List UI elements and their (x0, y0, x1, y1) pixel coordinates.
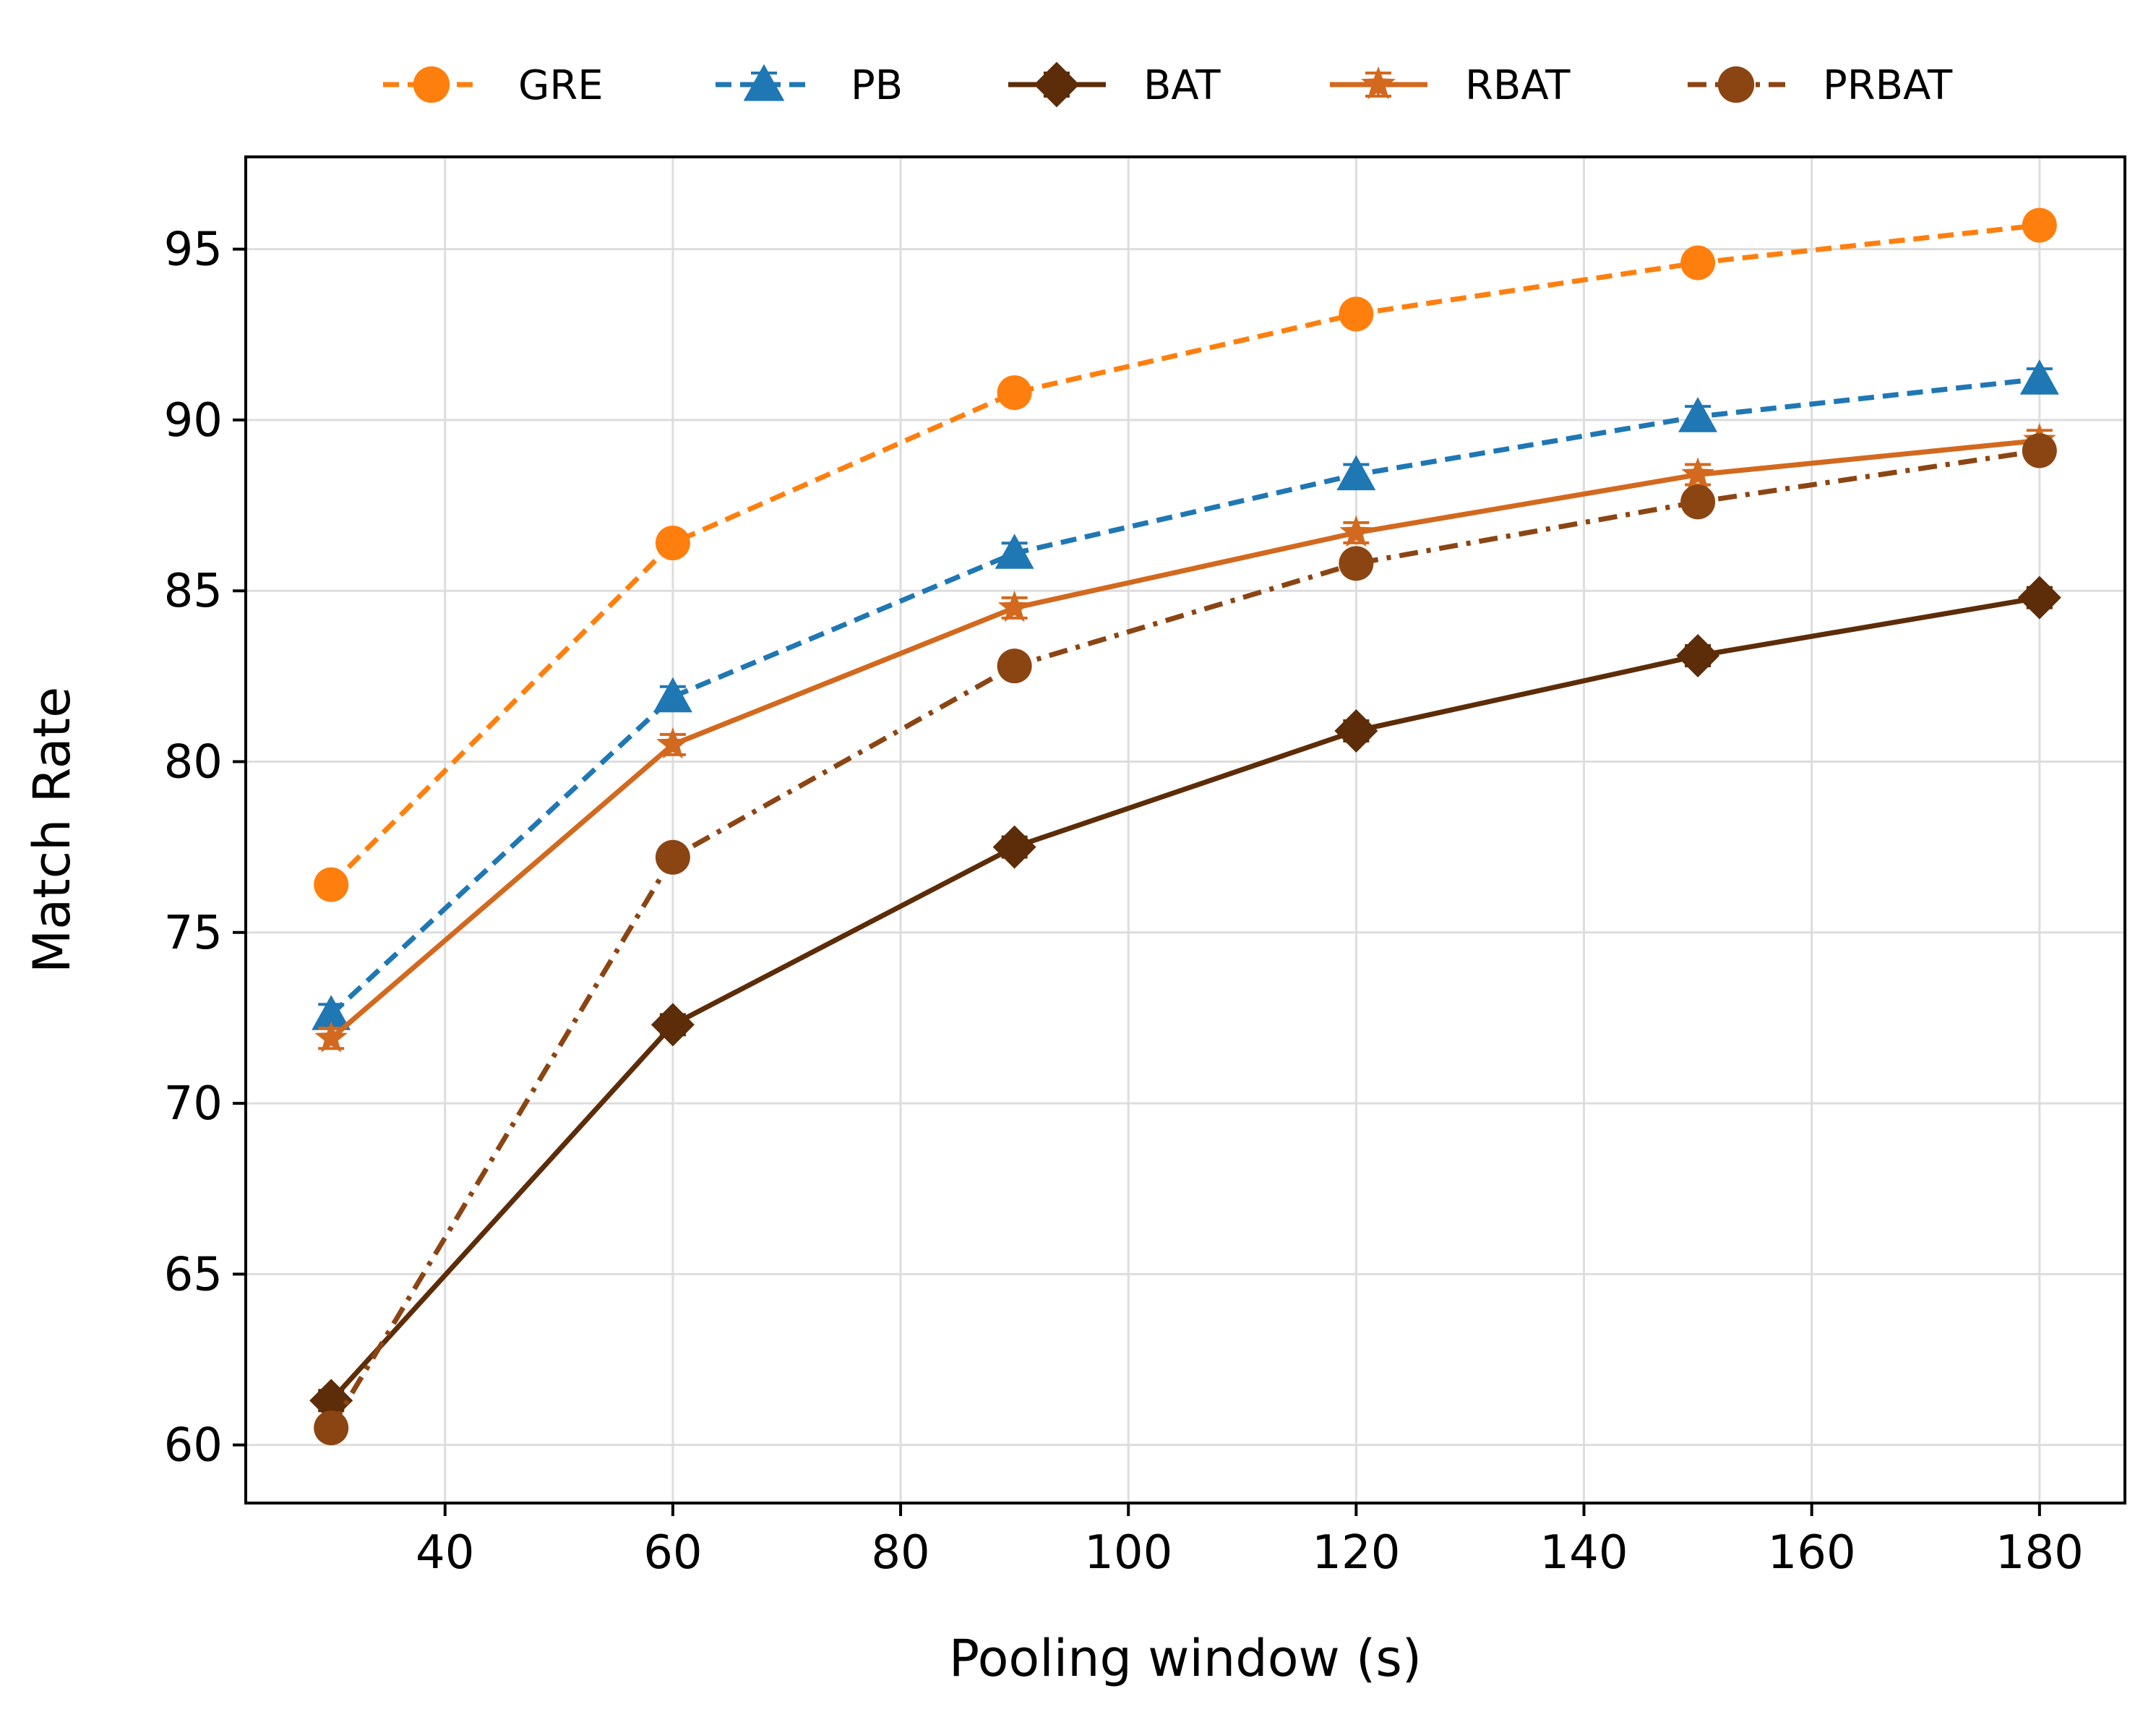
data-point-bat (650, 1003, 695, 1047)
legend-marker-rbat (1361, 66, 1396, 100)
data-point-prbat (1339, 546, 1374, 581)
x-axis-label: Pooling window (s) (949, 1629, 1422, 1688)
y-tick-label: 80 (164, 735, 223, 789)
data-point-pb (2019, 359, 2059, 395)
data-point-rbat (997, 590, 1031, 622)
data-point-gre (314, 867, 349, 902)
legend-label-pb: PB (851, 62, 903, 109)
axis-ticks: 40 60 80 100 120 140 160 180 60 65 70 75 80 85 90 95 (164, 223, 2084, 1580)
x-tick-label: 120 (1312, 1526, 1400, 1580)
data-point-prbat (997, 649, 1032, 684)
series-line-bat (329, 595, 2040, 1403)
data-point-gre (655, 526, 690, 561)
legend-marker-prbat (1717, 66, 1755, 103)
data-point-pb (1678, 397, 1718, 432)
x-tick-label: 180 (1996, 1526, 2084, 1580)
data-point-pb (653, 677, 692, 713)
legend-label-gre: GRE (518, 62, 604, 109)
legend-item-pb: PB (716, 62, 903, 109)
legend-item-prbat: PRBAT (1688, 62, 1953, 109)
series-gre (314, 207, 2057, 902)
x-tick-label: 160 (1768, 1526, 1856, 1580)
x-tick-label: 60 (643, 1526, 702, 1580)
y-axis-label: Match Rate (22, 687, 82, 973)
legend-marker-bat (1034, 61, 1080, 108)
data-point-bat (1334, 709, 1378, 753)
legend-item-rbat: RBAT (1330, 62, 1571, 109)
data-point-bat (309, 1379, 353, 1423)
legend-marker-gre (413, 66, 450, 103)
x-tick-label: 40 (416, 1526, 474, 1580)
series-pb (312, 359, 2059, 1030)
y-tick-label: 65 (164, 1248, 223, 1301)
y-tick-label: 70 (164, 1077, 223, 1131)
x-tick-label: 140 (1539, 1526, 1628, 1580)
legend-label-prbat: PRBAT (1823, 62, 1953, 109)
y-tick-label: 85 (164, 565, 223, 618)
legend-label-rbat: RBAT (1465, 62, 1571, 109)
series-layer (309, 207, 2061, 1446)
series-line-prbat (329, 448, 2040, 1429)
y-tick-label: 60 (164, 1419, 223, 1473)
data-point-prbat (655, 839, 690, 875)
data-point-gre (1680, 245, 1716, 281)
data-point-gre (2022, 207, 2057, 243)
data-point-rbat (656, 727, 690, 759)
data-point-gre (997, 375, 1032, 411)
legend-marker-pb (743, 64, 785, 101)
y-tick-label: 90 (164, 394, 223, 448)
data-point-rbat (314, 1021, 348, 1053)
series-line-gre (329, 223, 2040, 887)
plot-area-frame (244, 155, 2126, 1504)
legend-label-bat: BAT (1143, 62, 1221, 109)
data-point-bat (1676, 633, 1720, 677)
data-point-bat (992, 825, 1036, 869)
x-tick-label: 80 (871, 1526, 929, 1580)
legend-item-bat: BAT (1008, 61, 1221, 109)
y-tick-label: 75 (164, 907, 223, 960)
data-point-pb (312, 995, 351, 1030)
series-rbat (314, 423, 2056, 1053)
x-tick-label: 100 (1084, 1526, 1172, 1580)
series-bat (309, 575, 2061, 1423)
data-point-bat (2017, 575, 2061, 620)
data-point-rbat (1681, 457, 1714, 489)
data-point-prbat (314, 1411, 349, 1446)
series-line-pb (329, 376, 2040, 1016)
y-tick-label: 95 (164, 223, 223, 277)
data-point-rbat (1339, 515, 1373, 547)
legend-item-gre: GRE (383, 62, 604, 109)
series-prbat (314, 433, 2057, 1446)
data-point-pb (1336, 455, 1376, 491)
data-point-pb (995, 534, 1034, 569)
data-point-prbat (1680, 484, 1716, 520)
legend: GRE PB BAT RBAT PRBAT (383, 61, 1953, 109)
grid (246, 157, 2125, 1503)
data-point-gre (1339, 296, 1374, 332)
series-line-rbat (329, 437, 2040, 1040)
data-point-prbat (2022, 433, 2057, 468)
